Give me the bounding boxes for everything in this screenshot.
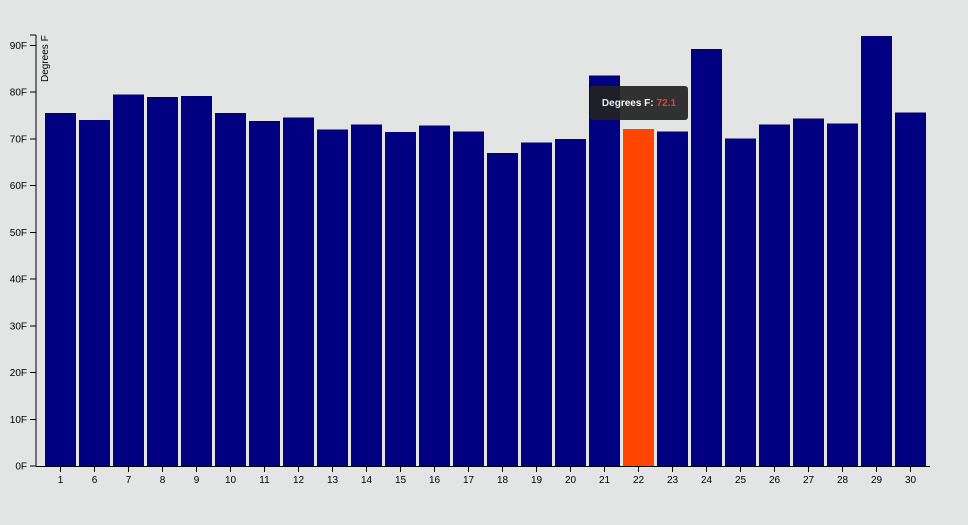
x-tick-label: 30: [905, 475, 917, 486]
x-tick-label: 10: [225, 475, 237, 486]
y-tick-label: 20F: [10, 368, 27, 379]
bar-day-11[interactable]: [249, 121, 280, 466]
y-tick-label: 80F: [10, 88, 27, 99]
bar-day-14[interactable]: [351, 124, 382, 466]
y-tick-label: 50F: [10, 228, 27, 239]
bar-day-15[interactable]: [385, 131, 416, 466]
x-tick-label: 22: [633, 475, 645, 486]
x-tick-label: 18: [497, 475, 509, 486]
bar-day-27[interactable]: [793, 118, 824, 466]
x-tick-label: 25: [735, 475, 747, 486]
x-tick-label: 27: [803, 475, 815, 486]
bar-day-1[interactable]: [45, 113, 76, 466]
bar-day-18[interactable]: [487, 152, 518, 466]
x-tick-label: 19: [531, 475, 543, 486]
bar-day-9[interactable]: [181, 95, 212, 467]
y-tick-label: 30F: [10, 321, 27, 332]
x-tick-label: 6: [92, 475, 98, 486]
bar-day-21[interactable]: [589, 75, 620, 466]
tooltip-label: Degrees F:: [601, 97, 654, 109]
bar-day-29[interactable]: [861, 36, 892, 466]
bar-day-30[interactable]: [895, 112, 926, 467]
x-tick-label: 8: [160, 475, 166, 486]
x-tick-label: 20: [565, 475, 577, 486]
bar-day-12[interactable]: [283, 117, 314, 467]
x-tick-label: 24: [701, 475, 713, 486]
bar-day-26[interactable]: [759, 124, 790, 466]
bar-day-10[interactable]: [215, 113, 246, 466]
bar-day-13[interactable]: [317, 129, 348, 466]
bar-day-8[interactable]: [147, 96, 178, 467]
y-tick-label: 0F: [15, 462, 27, 473]
x-tick-label: 13: [327, 475, 339, 486]
bar-day-7[interactable]: [113, 94, 144, 466]
x-tick-label: 9: [194, 475, 200, 486]
x-tick-label: 17: [463, 475, 475, 486]
x-tick-label: 28: [837, 475, 849, 486]
x-tick-label: 1: [58, 475, 64, 486]
x-tick-label: 12: [293, 475, 305, 486]
bar-day-19[interactable]: [521, 142, 552, 466]
tooltip-value: 72.1: [656, 97, 677, 109]
x-tick-label: 23: [667, 475, 679, 486]
x-tick-label: 11: [259, 475, 270, 486]
bar-tooltip: Degrees F: 72.1: [590, 86, 688, 120]
bar-day-20[interactable]: [555, 138, 586, 466]
x-tick-label: 16: [429, 475, 441, 486]
y-axis: 0F 10F 20F 30F 40F 50F 60F 70F 80F 90F: [10, 34, 37, 473]
x-axis: 1 6 7 8 9 10 11 12 13 14 15 16 17 18 19 20 21 22 23 24 25 26 2…: [36, 466, 930, 486]
y-tick-label: 40F: [10, 275, 27, 286]
y-tick-label: 90F: [10, 41, 27, 52]
bar-day-17[interactable]: [453, 131, 484, 466]
bar-day-28[interactable]: [827, 123, 858, 467]
bar-day-16[interactable]: [419, 125, 450, 467]
x-tick-label: 29: [871, 475, 883, 486]
y-tick-label: 60F: [10, 181, 27, 192]
x-tick-label: 21: [599, 475, 611, 486]
y-tick-label: 10F: [10, 415, 27, 426]
x-tick-label: 7: [126, 475, 132, 486]
bars-group: [45, 36, 926, 467]
bar-day-6[interactable]: [79, 120, 110, 466]
bar-day-25[interactable]: [725, 138, 756, 466]
bar-day-22[interactable]: [623, 129, 654, 466]
y-tick-label: 70F: [10, 134, 27, 145]
x-tick-label: 15: [395, 475, 407, 486]
x-tick-label: 26: [769, 475, 781, 486]
y-axis-title: Degrees F: [40, 35, 51, 82]
bar-day-23[interactable]: [657, 131, 688, 466]
x-tick-label: 14: [361, 475, 373, 486]
bar-day-24[interactable]: [691, 49, 722, 467]
